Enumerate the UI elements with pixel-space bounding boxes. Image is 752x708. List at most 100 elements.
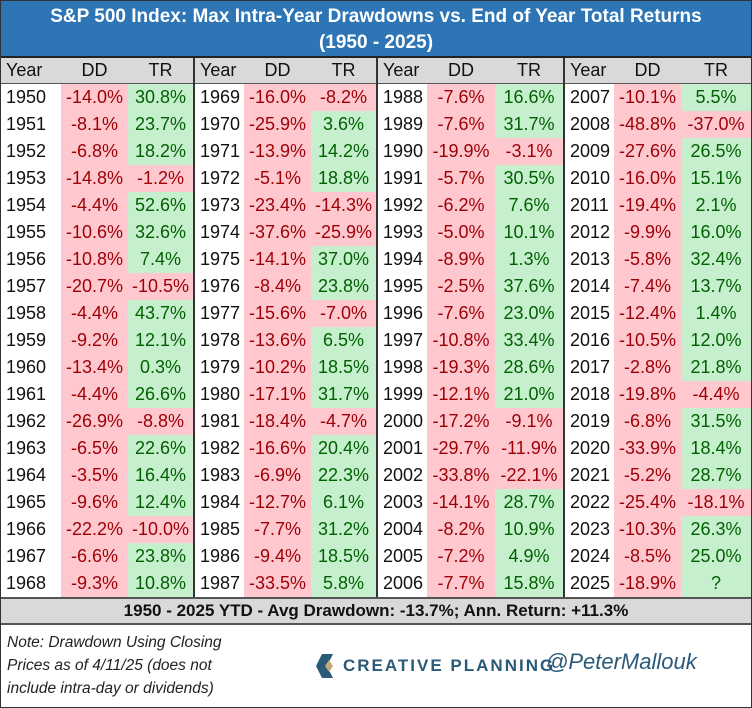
drawdown-cell: -9.6% <box>61 489 128 516</box>
year-cell: 1955 <box>1 219 61 246</box>
drawdown-cell: -18.9% <box>614 570 681 597</box>
year-cell: 2001 <box>376 435 427 462</box>
drawdown-cell: -8.4% <box>244 273 311 300</box>
total-return-cell: 23.0% <box>495 300 564 327</box>
drawdown-cell: -3.5% <box>61 462 128 489</box>
total-return-cell: -10.0% <box>128 516 194 543</box>
year-cell: 1975 <box>193 246 244 273</box>
total-return-cell: -14.3% <box>311 192 377 219</box>
total-return-cell: 32.4% <box>681 246 751 273</box>
column-header-dd: DD <box>614 58 681 84</box>
column-header-dd: DD <box>61 58 128 84</box>
drawdown-cell: -29.7% <box>427 435 495 462</box>
drawdown-cell: -10.6% <box>61 219 128 246</box>
year-cell: 1995 <box>376 273 427 300</box>
year-cell: 1970 <box>193 111 244 138</box>
year-cell: 2025 <box>563 570 614 597</box>
table-row: 1967 -6.6% 23.8% 1986 -9.4% 18.5% 2005 -7.2% 4.9… <box>1 543 751 570</box>
year-cell: 1953 <box>1 165 61 192</box>
total-return-cell: -9.1% <box>495 408 564 435</box>
year-cell: 1993 <box>376 219 427 246</box>
year-cell: 1973 <box>193 192 244 219</box>
year-cell: 1968 <box>1 570 61 597</box>
drawdown-cell: -25.9% <box>244 111 311 138</box>
total-return-cell: 6.1% <box>311 489 377 516</box>
year-cell: 1952 <box>1 138 61 165</box>
drawdown-cell: -25.4% <box>614 489 681 516</box>
total-return-cell: 22.3% <box>311 462 377 489</box>
total-return-cell: 37.6% <box>495 273 564 300</box>
drawdown-cell: -6.5% <box>61 435 128 462</box>
year-cell: 1956 <box>1 246 61 273</box>
total-return-cell: 4.9% <box>495 543 564 570</box>
total-return-cell: 7.4% <box>128 246 194 273</box>
creative-planning-logo: CREATIVE PLANNING <box>313 651 555 681</box>
year-cell: 2005 <box>376 543 427 570</box>
year-cell: 1982 <box>193 435 244 462</box>
total-return-cell: -10.5% <box>128 273 194 300</box>
total-return-cell: -8.8% <box>128 408 194 435</box>
total-return-cell: 5.8% <box>311 570 377 597</box>
total-return-cell: 26.3% <box>681 516 751 543</box>
total-return-cell: 25.0% <box>681 543 751 570</box>
drawdown-cell: -19.3% <box>427 354 495 381</box>
total-return-cell: 31.2% <box>311 516 377 543</box>
year-cell: 2010 <box>563 165 614 192</box>
total-return-cell: 28.6% <box>495 354 564 381</box>
table-row: 1953 -14.8% -1.2% 1972 -5.1% 18.8% 1991 -5.7% 30… <box>1 165 751 192</box>
total-return-cell: -4.7% <box>311 408 377 435</box>
total-return-cell: 6.5% <box>311 327 377 354</box>
year-cell: 2016 <box>563 327 614 354</box>
total-return-cell: 2.1% <box>681 192 751 219</box>
total-return-cell: 21.8% <box>681 354 751 381</box>
table-row: 1960 -13.4% 0.3% 1979 -10.2% 18.5% 1998 -19.3% 2… <box>1 354 751 381</box>
year-cell: 1959 <box>1 327 61 354</box>
creative-planning-c-icon <box>316 654 333 678</box>
year-cell: 1960 <box>1 354 61 381</box>
drawdown-cell: -33.5% <box>244 570 311 597</box>
year-cell: 2022 <box>563 489 614 516</box>
total-return-cell: 10.9% <box>495 516 564 543</box>
drawdown-cell: -6.8% <box>614 408 681 435</box>
total-return-cell: 23.7% <box>128 111 194 138</box>
total-return-cell: 43.7% <box>128 300 194 327</box>
year-cell: 1971 <box>193 138 244 165</box>
total-return-cell: -3.1% <box>495 138 564 165</box>
table-row: 1954 -4.4% 52.6% 1973 -23.4% -14.3% 1992 -6.2% 7… <box>1 192 751 219</box>
total-return-cell: 18.5% <box>311 543 377 570</box>
footnote: Note: Drawdown Using Closing Prices as o… <box>7 634 222 697</box>
total-return-cell: 26.5% <box>681 138 751 165</box>
total-return-cell: 0.3% <box>128 354 194 381</box>
year-cell: 2013 <box>563 246 614 273</box>
column-header-year: Year <box>376 58 427 84</box>
table-row: 1963 -6.5% 22.6% 1982 -16.6% 20.4% 2001 -29.7% -… <box>1 435 751 462</box>
table-row: 1968 -9.3% 10.8% 1987 -33.5% 5.8% 2006 -7.7% 15.… <box>1 570 751 597</box>
total-return-cell: 23.8% <box>311 273 377 300</box>
total-return-cell: 30.8% <box>128 83 194 111</box>
total-return-cell: 22.6% <box>128 435 194 462</box>
drawdown-cell: -26.9% <box>61 408 128 435</box>
total-return-cell: -7.0% <box>311 300 377 327</box>
total-return-cell: 12.0% <box>681 327 751 354</box>
drawdown-cell: -9.4% <box>244 543 311 570</box>
year-cell: 1950 <box>1 83 61 111</box>
year-cell: 2024 <box>563 543 614 570</box>
drawdown-cell: -13.9% <box>244 138 311 165</box>
year-cell: 1957 <box>1 273 61 300</box>
total-return-cell: 37.0% <box>311 246 377 273</box>
total-return-cell: 18.4% <box>681 435 751 462</box>
drawdown-cell: -13.4% <box>61 354 128 381</box>
total-return-cell: 28.7% <box>681 462 751 489</box>
drawdown-cell: -5.1% <box>244 165 311 192</box>
total-return-cell: -11.9% <box>495 435 564 462</box>
drawdown-cell: -7.7% <box>427 570 495 597</box>
year-cell: 2004 <box>376 516 427 543</box>
summary-bar: 1950 - 2025 YTD - Avg Drawdown: -13.7%; … <box>1 597 751 625</box>
table-row: 1964 -3.5% 16.4% 1983 -6.9% 22.3% 2002 -33.8% -2… <box>1 462 751 489</box>
title-line-2: (1950 - 2025) <box>318 32 434 53</box>
total-return-cell: -4.4% <box>681 381 751 408</box>
drawdown-cell: -7.6% <box>427 300 495 327</box>
total-return-cell: 20.4% <box>311 435 377 462</box>
total-return-cell: 52.6% <box>128 192 194 219</box>
drawdown-cell: -16.0% <box>614 165 681 192</box>
